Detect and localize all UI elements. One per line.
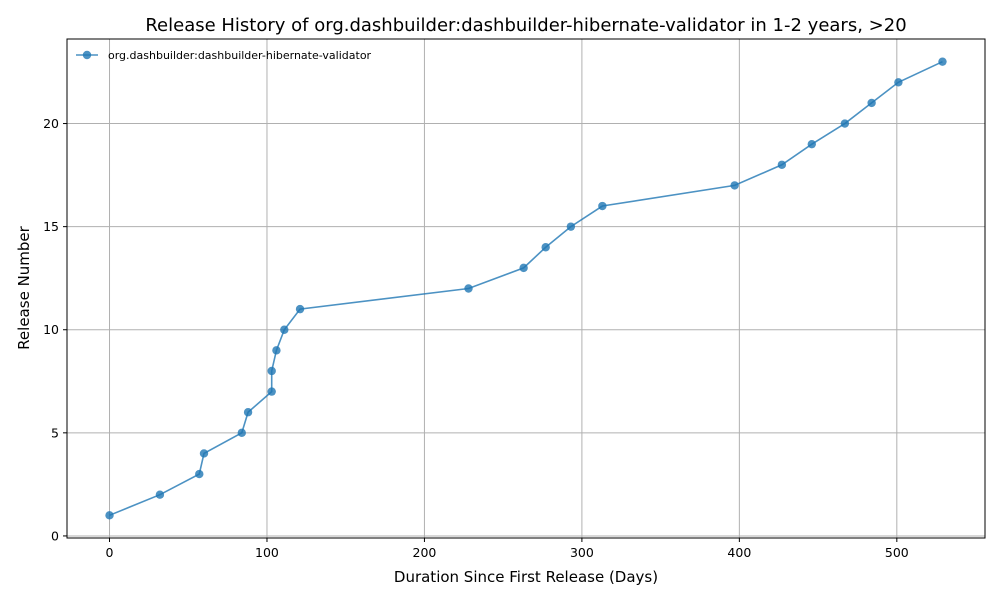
x-tick-label: 400 [727,545,751,560]
legend-label: org.dashbuilder:dashbuilder-hibernate-va… [108,49,372,62]
x-tick-label: 300 [570,545,594,560]
series-layer [105,57,947,520]
data-point [867,98,876,108]
data-point [105,511,114,520]
data-point [199,449,209,458]
data-point [598,201,607,211]
x-tick-label: 100 [255,545,279,560]
chart-title: Release History of org.dashbuilder:dashb… [145,15,906,36]
y-tick-label: 0 [51,528,59,543]
y-axis-label: Release Number [15,225,33,349]
data-point [295,304,305,314]
x-tick-label: 0 [106,545,114,560]
data-point [938,57,947,66]
data-point [894,78,903,87]
y-tick-label: 10 [43,322,59,337]
data-point [155,490,165,499]
data-point [267,387,276,396]
axis-ticks: 0 100 200 300 400 500 0 5 10 15 20 [43,116,909,560]
x-tick-label: 200 [413,545,437,560]
data-point [243,408,253,417]
legend: org.dashbuilder:dashbuilder-hibernate-va… [76,49,372,62]
data-point [237,428,246,438]
data-point [519,263,528,273]
y-tick-label: 15 [43,219,59,234]
data-point [272,346,281,355]
data-point [195,469,204,479]
series-line [109,60,943,517]
y-tick-label: 20 [43,116,59,131]
data-point [464,284,473,293]
data-point [267,366,276,376]
x-axis-label: Duration Since First Release (Days) [394,568,658,586]
data-point [566,222,576,231]
grid-lines [67,39,985,538]
data-point [840,119,850,128]
data-point [541,243,550,252]
data-point [807,139,816,149]
data-point [777,160,787,169]
x-tick-label: 500 [885,545,909,560]
data-point [730,181,739,190]
data-point [280,325,289,334]
legend-marker [82,50,92,60]
plot-frame [66,38,986,539]
y-tick-label: 5 [51,425,59,440]
